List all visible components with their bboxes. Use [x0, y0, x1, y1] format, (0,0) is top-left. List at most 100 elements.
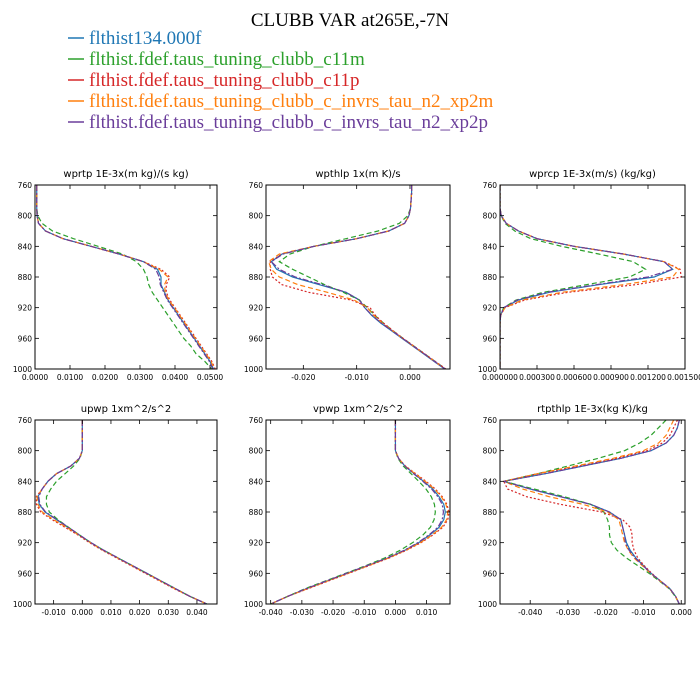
series-line-2	[502, 420, 680, 604]
x-tick-label: 0.000	[72, 608, 94, 617]
x-tick-label: 0.000600	[556, 373, 592, 382]
y-tick-label: 840	[18, 242, 33, 251]
legend-label-0: flthist134.000f	[89, 28, 202, 49]
y-tick-label: 880	[249, 508, 264, 517]
x-tick-label: -0.040	[259, 608, 283, 617]
x-tick-label: 0.000	[670, 608, 692, 617]
y-tick-label: 840	[249, 477, 264, 486]
x-tick-label: 0.000	[399, 373, 421, 382]
panel-0: wprtp 1E-3x(m kg)/(s kg) 760 800 840 880 920 9…	[13, 169, 223, 382]
x-tick-label: 0.010	[416, 608, 438, 617]
y-tick-label: 920	[249, 539, 264, 548]
x-tick-label: -0.020	[321, 608, 345, 617]
figure-title: CLUBB VAR at265E,-7N	[251, 10, 450, 31]
y-tick-label: 1000	[478, 365, 497, 374]
y-tick-label: 920	[483, 304, 498, 313]
y-tick-label: 1000	[478, 600, 497, 609]
y-tick-label: 1000	[13, 600, 32, 609]
panel-title: wprcp 1E-3x(m/s) (kg/kg)	[529, 169, 656, 180]
series-line-2	[269, 185, 447, 369]
x-tick-label: -0.030	[290, 608, 314, 617]
series-line-4	[36, 185, 214, 369]
x-tick-label: 0.000000	[482, 373, 518, 382]
series-line-3	[267, 185, 446, 369]
x-tick-label: -0.020	[594, 608, 618, 617]
y-tick-label: 960	[18, 569, 33, 578]
y-tick-label: 880	[18, 508, 33, 517]
series-line-3	[501, 420, 680, 604]
legend-label-3: flthist.fdef.taus_tuning_clubb_c_invrs_t…	[89, 91, 493, 112]
panel-1: wpthlp 1x(m K)/s 760 800 840 880 920 960 1000 -0…	[244, 169, 451, 382]
y-tick-label: 880	[483, 508, 498, 517]
series-line-3	[36, 420, 208, 604]
x-tick-label: 0.000	[385, 608, 407, 617]
y-tick-label: 920	[18, 539, 33, 548]
y-tick-label: 800	[249, 212, 264, 221]
series-line-1	[45, 420, 208, 604]
plot-frame	[265, 419, 451, 605]
y-tick-label: 1000	[244, 600, 263, 609]
series-line-4	[270, 420, 445, 604]
x-tick-label: 0.0500	[197, 373, 223, 382]
x-tick-label: -0.010	[352, 608, 376, 617]
series-line-0	[36, 185, 215, 369]
series-line-3	[270, 420, 449, 604]
x-tick-label: 0.0100	[57, 373, 83, 382]
series-line-1	[270, 420, 436, 604]
x-tick-label: 0.000300	[519, 373, 555, 382]
y-tick-label: 960	[249, 334, 264, 343]
series-line-1	[500, 185, 647, 369]
y-tick-label: 800	[18, 212, 33, 221]
series-line-2	[36, 185, 216, 369]
y-tick-label: 920	[249, 304, 264, 313]
series-line-0	[270, 420, 446, 604]
legend-label-1: flthist.fdef.taus_tuning_clubb_c11m	[89, 49, 365, 70]
panel-2: wprcp 1E-3x(m/s) (kg/kg) 760 800 840 880 920 9…	[478, 169, 700, 382]
series-line-1	[36, 185, 213, 369]
y-tick-label: 760	[483, 416, 498, 425]
series-line-1	[278, 185, 447, 369]
legend: flthist134.000fflthist.fdef.taus_tuning_…	[68, 28, 493, 133]
x-tick-label: -0.010	[42, 608, 66, 617]
y-tick-label: 880	[483, 273, 498, 282]
y-tick-label: 840	[18, 477, 33, 486]
panel-3: upwp 1xm^2/s^2 760 800 840 880 920 960 1000 -0.0…	[13, 404, 218, 617]
x-tick-label: 0.010	[100, 608, 122, 617]
x-tick-label: -0.010	[345, 373, 369, 382]
panel-title: rtpthlp 1E-3x(kg K)/kg	[537, 404, 648, 415]
series-line-0	[37, 420, 208, 604]
x-tick-label: -0.020	[291, 373, 315, 382]
series-line-0	[270, 185, 446, 369]
x-tick-label: 0.000900	[593, 373, 629, 382]
y-tick-label: 840	[483, 477, 498, 486]
x-tick-label: -0.030	[556, 608, 580, 617]
x-tick-label: 0.030	[158, 608, 180, 617]
y-tick-label: 960	[18, 334, 33, 343]
x-tick-label: 0.001500	[667, 373, 700, 382]
x-tick-label: 0.001200	[630, 373, 666, 382]
y-tick-label: 1000	[244, 365, 263, 374]
x-tick-label: 0.040	[186, 608, 208, 617]
y-tick-label: 760	[249, 181, 264, 190]
panels: wprtp 1E-3x(m kg)/(s kg) 760 800 840 880 920 9…	[13, 169, 700, 617]
y-tick-label: 840	[249, 242, 264, 251]
y-tick-label: 880	[18, 273, 33, 282]
y-tick-label: 760	[18, 181, 33, 190]
series-line-3	[36, 185, 215, 369]
y-tick-label: 880	[249, 273, 264, 282]
y-tick-label: 760	[249, 416, 264, 425]
x-tick-label: -0.040	[518, 608, 542, 617]
panel-title: wpthlp 1x(m K)/s	[315, 169, 400, 180]
y-tick-label: 760	[18, 416, 33, 425]
x-tick-label: 0.0400	[162, 373, 188, 382]
plot-frame	[34, 184, 218, 370]
panel-title: wprtp 1E-3x(m kg)/(s kg)	[63, 169, 188, 180]
series-line-1	[503, 420, 680, 604]
plot-frame	[499, 184, 686, 370]
x-tick-label: -0.010	[631, 608, 655, 617]
series-line-4	[500, 185, 674, 369]
y-tick-label: 1000	[13, 365, 32, 374]
x-tick-label: 0.0200	[92, 373, 118, 382]
y-tick-label: 960	[249, 569, 264, 578]
